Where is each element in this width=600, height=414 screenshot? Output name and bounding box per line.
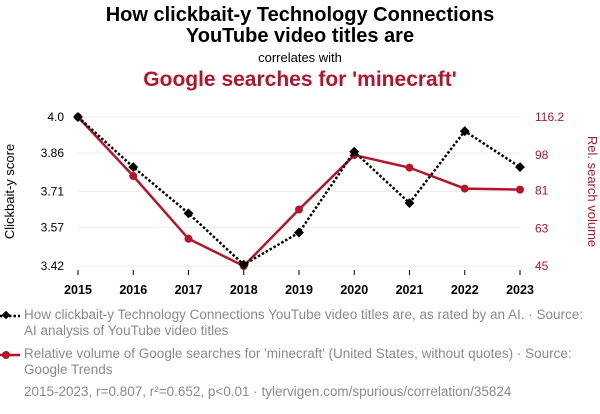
data-point-clickbait-score: [515, 162, 525, 173]
data-point-search-volume: [184, 234, 193, 243]
data-point-clickbait-score: [294, 227, 304, 238]
y-right-tick-label: 45: [535, 259, 549, 273]
second-series-title: Google searches for 'minecraft': [143, 68, 457, 91]
data-point-search-volume: [405, 163, 414, 172]
x-tick-label: 2023: [506, 283, 534, 297]
data-point-clickbait-score: [349, 146, 360, 157]
data-point-search-volume: [460, 184, 469, 193]
x-tick-label: 2022: [451, 283, 479, 297]
data-point-clickbait-score: [128, 162, 139, 173]
data-point-clickbait-score: [73, 112, 83, 122]
data-point-search-volume: [516, 185, 524, 194]
y-left-tick-label: 3.86: [41, 146, 65, 160]
x-tick-label: 2021: [396, 283, 424, 297]
chart-title-line2: YouTube video titles are: [185, 25, 415, 47]
x-tick-label: 2018: [230, 283, 258, 297]
y-right-tick-label: 81: [535, 184, 549, 198]
legend-series2-text: Relative volume of Google searches for '…: [24, 346, 572, 377]
x-tick-label: 2017: [175, 283, 203, 297]
data-point-clickbait-score: [183, 208, 194, 219]
legend-series1-text: How clickbait-y Technology Connections Y…: [24, 307, 584, 338]
x-tick-label: 2015: [64, 283, 92, 297]
y-right-tick-label: 116.2: [535, 110, 564, 124]
data-point-search-volume: [129, 172, 138, 181]
series-line-clickbait-score: [77, 116, 521, 267]
y-right-axis-title: Rel. search volume: [585, 136, 600, 247]
y-left-tick-label: 3.71: [41, 185, 65, 199]
correlates-with-label: correlates with: [258, 50, 342, 65]
data-point-clickbait-score: [404, 198, 415, 209]
chart-title-line1: How clickbait-y Technology Connections: [105, 4, 495, 26]
x-tick-label: 2020: [340, 283, 368, 297]
y-right-tick-label: 98: [535, 148, 549, 162]
y-right-tick-label: 63: [535, 221, 549, 235]
data-point-clickbait-score: [238, 259, 249, 270]
y-left-tick-label: 3.57: [41, 220, 65, 234]
y-left-tick-label: 4.0: [47, 110, 64, 124]
x-tick-label: 2016: [119, 283, 147, 297]
footer-stats: 2015-2023, r=0.807, r²=0.652, p<0.01 · t…: [24, 384, 512, 399]
y-left-tick-label: 3.42: [41, 259, 65, 273]
data-point-search-volume: [295, 205, 303, 214]
y-left-axis-title: Clickbait-y score: [2, 144, 17, 239]
x-tick-label: 2019: [285, 283, 313, 297]
